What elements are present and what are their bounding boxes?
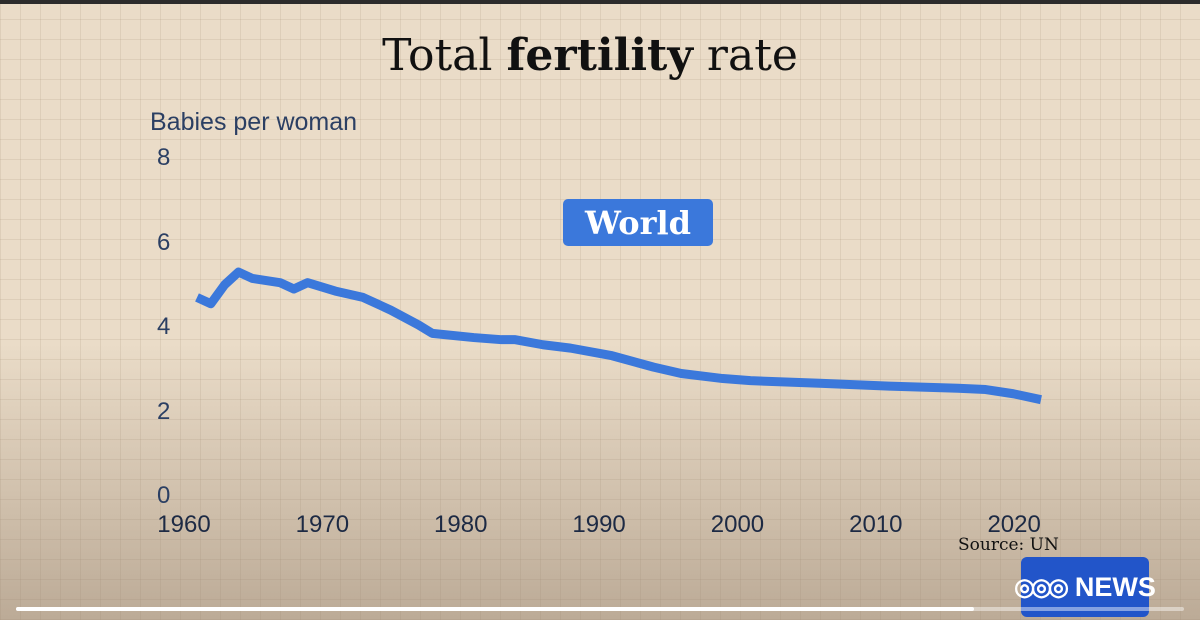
y-tick-label: 0: [157, 482, 171, 509]
top-bar: [0, 0, 1200, 4]
y-tick-label: 4: [157, 313, 171, 340]
abc-news-logo: ◎◎◎ NEWS: [1014, 557, 1156, 617]
title-prefix: Total: [382, 30, 507, 81]
y-tick-label: 2: [157, 397, 171, 425]
x-tick-label: 1970: [295, 511, 350, 538]
series-line-world: [195, 267, 1042, 405]
y-axis-label: Babies per woman: [150, 108, 358, 136]
x-tick-label: 1980: [434, 511, 488, 538]
video-progress-fill: [16, 607, 974, 611]
y-tick-label: 8: [157, 144, 171, 171]
x-tick-label: 1960: [157, 511, 211, 538]
video-progress-bar[interactable]: [16, 607, 1184, 611]
x-tick-label: 2010: [849, 511, 903, 538]
video-frame[interactable]: Total fertility rate Babies per woman 0 2…: [0, 4, 1200, 620]
y-tick-label: 6: [157, 228, 171, 256]
x-tick-label: 1990: [572, 511, 626, 538]
title-bold: fertility: [506, 30, 693, 81]
series-label-world: World: [563, 199, 713, 246]
title-suffix: rate: [692, 30, 798, 81]
x-tick-label: 2020: [987, 511, 1041, 538]
chart-title: Total fertility rate: [0, 30, 1180, 81]
logo-text: NEWS: [1074, 571, 1156, 602]
x-tick-label: 2000: [710, 511, 765, 538]
abc-logo-mark: ◎◎◎: [1014, 573, 1069, 601]
source-note: Source: UN: [958, 535, 1059, 555]
chart-plot-area: [195, 267, 1042, 405]
